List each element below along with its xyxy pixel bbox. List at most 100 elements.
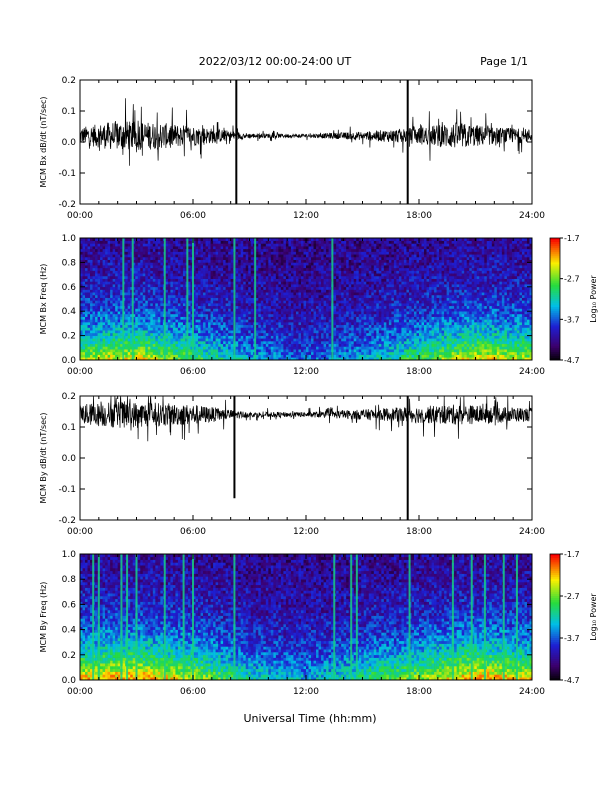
spectrogram-cell (321, 354, 324, 358)
spectrogram-cell (213, 248, 216, 252)
spectrogram-cell (167, 265, 171, 269)
spectrogram-cell (135, 256, 139, 260)
spectrogram-cell (238, 294, 242, 298)
spectrogram-cell (172, 343, 176, 347)
spectrogram-cell (200, 343, 204, 347)
spectrogram-cell (155, 254, 159, 258)
spectrogram-cell (351, 351, 355, 355)
spectrogram-cell (311, 327, 314, 331)
spectrogram-cell (306, 308, 309, 312)
spectrogram-cell (117, 332, 121, 336)
spectrogram-cell (205, 251, 209, 255)
spectrogram-cell (117, 281, 121, 285)
spectrogram-cell (205, 322, 209, 326)
spectrogram-cell (208, 273, 211, 277)
spectrogram-cell (300, 275, 304, 279)
spectrogram-cell (313, 308, 317, 312)
spectrogram-cell (285, 256, 289, 260)
spectrogram-cell (180, 303, 184, 307)
spectrogram-cell (303, 351, 307, 355)
spectrogram-cell (273, 303, 277, 307)
spectrogram-cell (92, 357, 96, 361)
spectrogram-cell (105, 308, 108, 312)
spectrogram-cell (230, 349, 234, 353)
spectrogram-cell (336, 238, 339, 242)
spectrogram-cell (213, 303, 216, 307)
spectrogram-cell (346, 275, 349, 279)
spectrogram-cell (132, 248, 136, 252)
spectrogram-cell (293, 308, 297, 312)
spectrogram-cell (290, 278, 294, 282)
spectrogram-cell (348, 254, 352, 258)
spectrogram-cell (353, 349, 357, 353)
spectrogram-cell (215, 303, 219, 307)
spectrogram-cell (82, 278, 86, 282)
spectrogram-cell (268, 346, 272, 350)
spectrogram-cell (132, 246, 136, 250)
spectrogram-cell (255, 351, 259, 355)
spectrogram-cell (172, 308, 176, 312)
spectrogram-cell (321, 240, 324, 244)
spectrogram-cell (195, 330, 199, 334)
spectrogram-cell (240, 322, 244, 326)
spectrogram-cell (270, 294, 274, 298)
spectrogram-cell (225, 335, 229, 339)
spectrogram-cell (228, 346, 231, 350)
spectrogram-cell (102, 354, 106, 358)
spectrogram-cell (170, 343, 174, 347)
spectrogram-cell (260, 267, 264, 271)
spectrogram-cell (328, 354, 332, 358)
spectrogram-cell (308, 240, 312, 244)
y-axis-label: MCM Bx dB/dt (nT/sec) (39, 96, 48, 187)
spectrogram-cell (200, 327, 204, 331)
spectrogram-cell (85, 289, 88, 293)
spectrogram-cell (180, 343, 184, 347)
spectrogram-cell (218, 267, 221, 271)
spectrogram-cell (90, 289, 93, 293)
spectrogram-cell (137, 319, 141, 323)
spectrogram-cell (283, 313, 287, 317)
spectrogram-cell (341, 294, 344, 298)
spectrogram-cell (210, 248, 214, 252)
spectrogram-cell (117, 300, 121, 304)
spectrogram-cell (157, 305, 161, 309)
spectrogram-cell (300, 324, 304, 328)
spectrogram-cell (258, 351, 262, 355)
spectrogram-cell (165, 286, 169, 290)
spectrogram-cell (285, 322, 289, 326)
spectrogram-cell (132, 349, 136, 353)
spectrogram-cell (172, 281, 176, 285)
spectrogram-cell (265, 327, 269, 331)
spectrogram-cell (328, 300, 332, 304)
spectrogram-cell (165, 316, 169, 320)
spectrogram-cell (92, 278, 96, 282)
spectrogram-cell (220, 357, 224, 361)
spectrogram-cell (343, 332, 347, 336)
spectrogram-cell (218, 256, 221, 260)
spectrogram-cell (245, 341, 249, 345)
spectrogram-cell (230, 292, 234, 296)
spectrogram-cell (112, 294, 116, 298)
spectrogram-cell (195, 305, 199, 309)
spectrogram-cell (182, 322, 186, 326)
spectrogram-cell (273, 322, 277, 326)
spectrogram-cell (341, 267, 344, 271)
spectrogram-cell (303, 319, 307, 323)
spectrogram-cell (117, 311, 121, 315)
spectrogram-cell (152, 256, 156, 260)
spectrogram-cell (205, 351, 209, 355)
spectrogram-cell (306, 319, 309, 323)
spectrogram-cell (333, 343, 337, 347)
spectrogram-cell (311, 270, 314, 274)
spectrogram-cell (346, 303, 349, 307)
spectrogram-cell (195, 324, 199, 328)
spectrogram-cell (90, 240, 93, 244)
spectrogram-cell (298, 278, 302, 282)
spectrogram-cell (137, 346, 141, 350)
spectrogram-cell (172, 256, 176, 260)
spectrogram-cell (187, 254, 191, 258)
spectrogram-cell (323, 343, 327, 347)
spectrogram-cell (255, 267, 259, 271)
spectrogram-cell (208, 240, 211, 244)
